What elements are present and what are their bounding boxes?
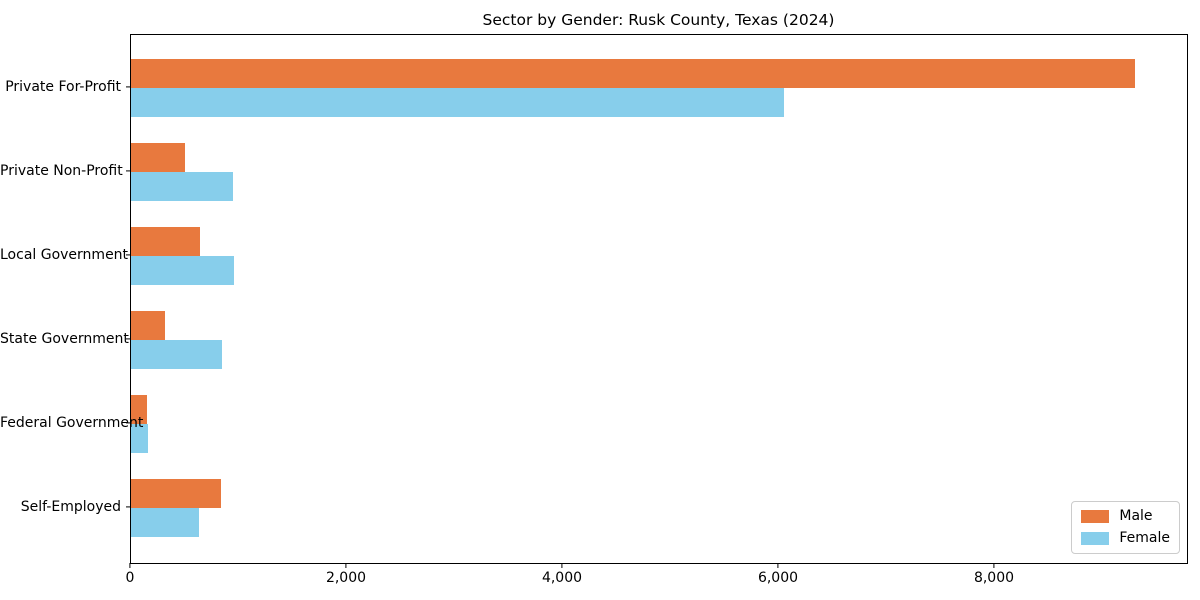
bar-female-self-employed <box>131 508 199 537</box>
y-axis-label-private-for-profit: Private For-Profit <box>5 79 121 95</box>
bar-female-federal-government <box>131 424 149 453</box>
x-axis-label: 4,000 <box>541 570 583 586</box>
chart-title: Sector by Gender: Rusk County, Texas (20… <box>482 11 835 29</box>
y-tick-mark <box>126 254 131 256</box>
y-tick-mark <box>126 170 131 172</box>
x-axis-label: 0 <box>125 570 135 586</box>
bar-male-federal-government <box>131 395 148 424</box>
legend-label-female: Female <box>1119 530 1170 546</box>
y-axis-label-federal-government: Federal Government <box>0 415 144 431</box>
bar-male-private-for-profit <box>131 59 1136 88</box>
y-tick-mark <box>126 338 131 340</box>
x-tick-mark <box>345 563 347 568</box>
y-tick-mark <box>126 422 131 424</box>
x-tick-mark <box>993 563 995 568</box>
bar-male-self-employed <box>131 479 221 508</box>
y-axis-label-local-government: Local Government <box>0 247 129 263</box>
legend-item-male: Male <box>1081 509 1170 523</box>
x-axis-label: 8,000 <box>973 570 1015 586</box>
bar-female-local-government <box>131 256 234 285</box>
y-tick-mark <box>126 86 131 88</box>
bar-male-private-non-profit <box>131 143 185 172</box>
y-axis-label-private-non-profit: Private Non-Profit <box>0 163 123 179</box>
bar-male-local-government <box>131 227 201 256</box>
bar-female-private-non-profit <box>131 172 233 201</box>
y-axis-label-self-employed: Self-Employed <box>20 499 121 515</box>
y-tick-mark <box>126 506 131 508</box>
legend-item-female: Female <box>1081 531 1170 545</box>
x-axis-label: 2,000 <box>325 570 367 586</box>
y-axis-label-state-government: State Government <box>0 331 129 347</box>
legend-swatch-male <box>1081 509 1110 523</box>
bar-female-state-government <box>131 340 223 369</box>
bar-male-state-government <box>131 311 165 340</box>
legend: Male Female <box>1071 501 1180 554</box>
legend-swatch-female <box>1081 531 1110 545</box>
x-tick-mark <box>777 563 779 568</box>
legend-label-male: Male <box>1119 508 1153 524</box>
plot-area: Male Female <box>130 34 1188 564</box>
x-tick-mark <box>561 563 563 568</box>
x-tick-mark <box>129 563 131 568</box>
bar-female-private-for-profit <box>131 88 785 117</box>
x-axis-label: 6,000 <box>757 570 799 586</box>
